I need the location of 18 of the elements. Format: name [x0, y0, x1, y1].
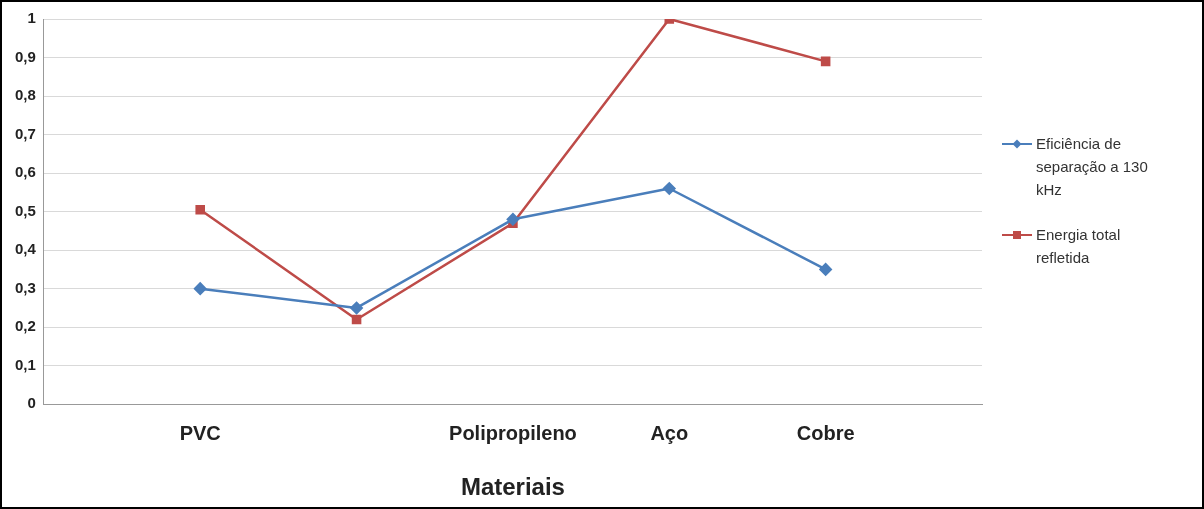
y-tick-label: 0,1: [14, 355, 36, 373]
legend-label: Eficiência de separação a 130 kHz: [1036, 134, 1149, 200]
y-tick-label: 0,9: [14, 47, 36, 65]
y-tick-label: 0,5: [14, 201, 36, 219]
x-axis-title: Materiais: [460, 473, 565, 501]
x-tick-label: Aço: [650, 421, 689, 444]
y-tick-label: 0,8: [14, 86, 36, 104]
x-tick-label: Cobre: [796, 421, 855, 444]
x-tick-label: Polipropileno: [449, 421, 577, 444]
y-tick-label: 0: [27, 394, 36, 412]
legend-label: Energia total refletida: [1036, 225, 1122, 268]
y-tick-label: 0,7: [14, 124, 36, 142]
y-tick-label: 1: [27, 9, 36, 27]
y-tick-label: 0,3: [14, 278, 36, 296]
y-tick-label: 0,4: [14, 240, 37, 258]
y-tick-label: 0,2: [14, 317, 36, 335]
x-tick-label: PVC: [179, 421, 221, 444]
y-tick-label: 0,6: [14, 163, 36, 181]
